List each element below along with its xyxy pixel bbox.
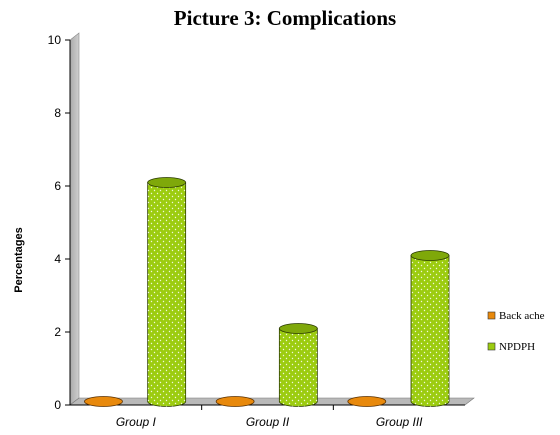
bar-npdph [147, 177, 187, 407]
x-axis: Group I Group II Group III [116, 405, 423, 429]
bar-back-ache [347, 396, 387, 407]
bar-texture [147, 182, 186, 407]
y-axis-label: Percentages [13, 227, 25, 292]
y-tick-label: 8 [54, 106, 61, 120]
bar-npdph [410, 250, 450, 407]
bar-back-ache [84, 396, 123, 407]
bar-top [410, 250, 450, 261]
y-tick-label: 6 [54, 179, 61, 193]
back-wall [69, 32, 80, 406]
bar-top [278, 323, 318, 334]
bar-npdph [278, 323, 318, 407]
bar-zero [84, 396, 123, 407]
y-tick-label: 0 [54, 398, 61, 412]
bar-texture [411, 255, 449, 407]
legend-swatch [487, 342, 496, 351]
chart-title: Picture 3: Complications [174, 6, 396, 30]
legend-swatch [487, 311, 496, 320]
y-tick-label: 4 [54, 252, 61, 266]
bar-back-ache [215, 396, 255, 407]
x-tick-label: Group I [116, 415, 157, 429]
legend-label: Back ache [499, 310, 545, 322]
legend: Back ache NPDPH [487, 310, 545, 353]
bar-texture [279, 328, 318, 407]
x-tick-label: Group III [376, 415, 423, 429]
y-axis: 0 2 4 6 8 10 [48, 33, 70, 412]
x-tick-label: Group II [246, 415, 290, 429]
bars [84, 177, 450, 407]
bar-zero [215, 396, 255, 407]
y-tick-label: 2 [54, 325, 61, 339]
bar-top [147, 177, 187, 188]
y-tick-label: 10 [48, 33, 62, 47]
bar-zero [347, 396, 387, 407]
legend-label: NPDPH [499, 341, 535, 353]
